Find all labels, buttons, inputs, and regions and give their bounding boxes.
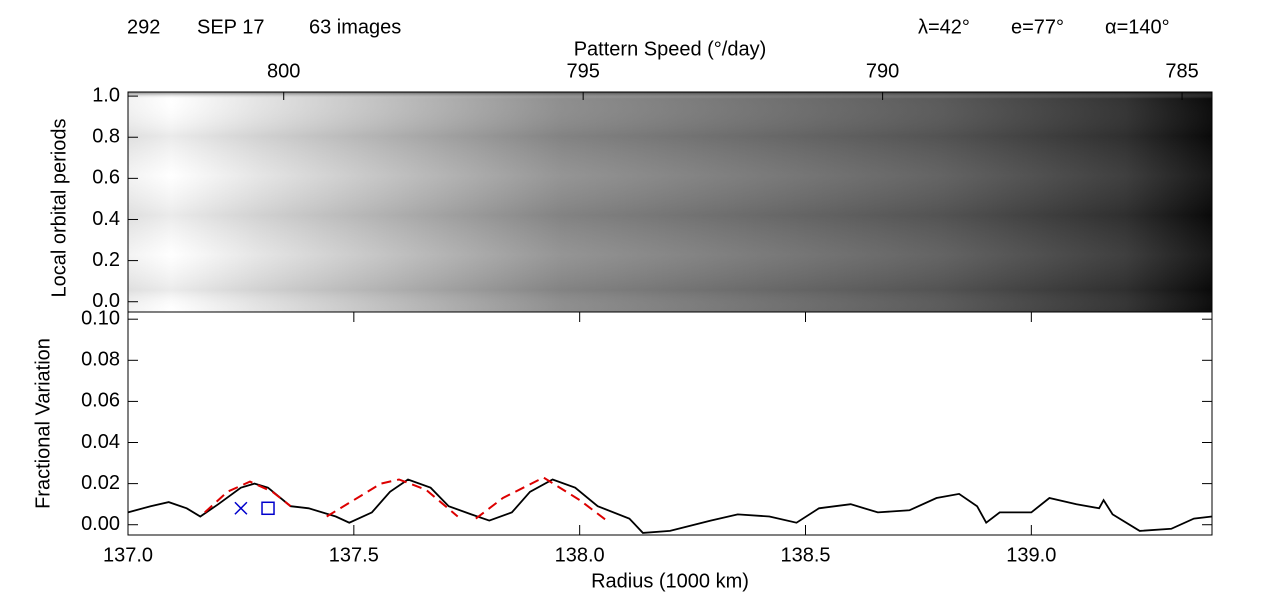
marker-square — [261, 501, 275, 516]
y-tick-label: 0.6 — [92, 167, 120, 189]
y-tick-label: 0.4 — [92, 208, 120, 230]
y-tick-label: 0.00 — [81, 513, 120, 535]
y-tick-label: 0.08 — [81, 349, 120, 371]
orbit: 292 — [127, 16, 160, 38]
ring-image-bands — [128, 92, 1212, 312]
y-tick-label: 0.06 — [81, 390, 120, 412]
plot-frame — [127, 311, 1213, 536]
fit-curve — [204, 476, 608, 522]
x-tick-label: 785 — [1165, 60, 1198, 82]
y-tick-label: 0.10 — [81, 307, 120, 329]
x-tick-label: 800 — [267, 60, 300, 82]
x-tick-label: 139.0 — [1006, 544, 1056, 566]
x-axis-label: Pattern Speed (°/day) — [574, 38, 767, 60]
x-tick-label: 138.0 — [555, 544, 605, 566]
marker-cross — [234, 501, 248, 515]
y-axis-label: Fractional Variation — [32, 338, 54, 509]
emission-angle: e=77° — [1011, 16, 1064, 38]
x-tick-label: 790 — [866, 60, 899, 82]
date: SEP 17 — [197, 16, 264, 38]
y-tick-label: 0.8 — [92, 126, 120, 148]
x-tick-label: 795 — [566, 60, 599, 82]
y-tick-label: 0.2 — [92, 249, 120, 271]
y-tick-label: 0.0 — [92, 290, 120, 312]
y-axis-label: Local orbital periods — [48, 119, 70, 298]
x-tick-label: 137.0 — [103, 544, 153, 566]
image-count: 63 images — [309, 16, 401, 38]
x-tick-label: 137.5 — [329, 544, 379, 566]
y-tick-label: 1.0 — [92, 84, 120, 106]
y-tick-label: 0.02 — [81, 472, 120, 494]
x-axis-label: Radius (1000 km) — [591, 570, 749, 592]
y-tick-label: 0.04 — [81, 431, 120, 453]
x-tick-label: 138.5 — [780, 544, 830, 566]
phase-angle: α=140° — [1105, 16, 1170, 38]
incidence-angle: λ=42° — [918, 16, 970, 38]
